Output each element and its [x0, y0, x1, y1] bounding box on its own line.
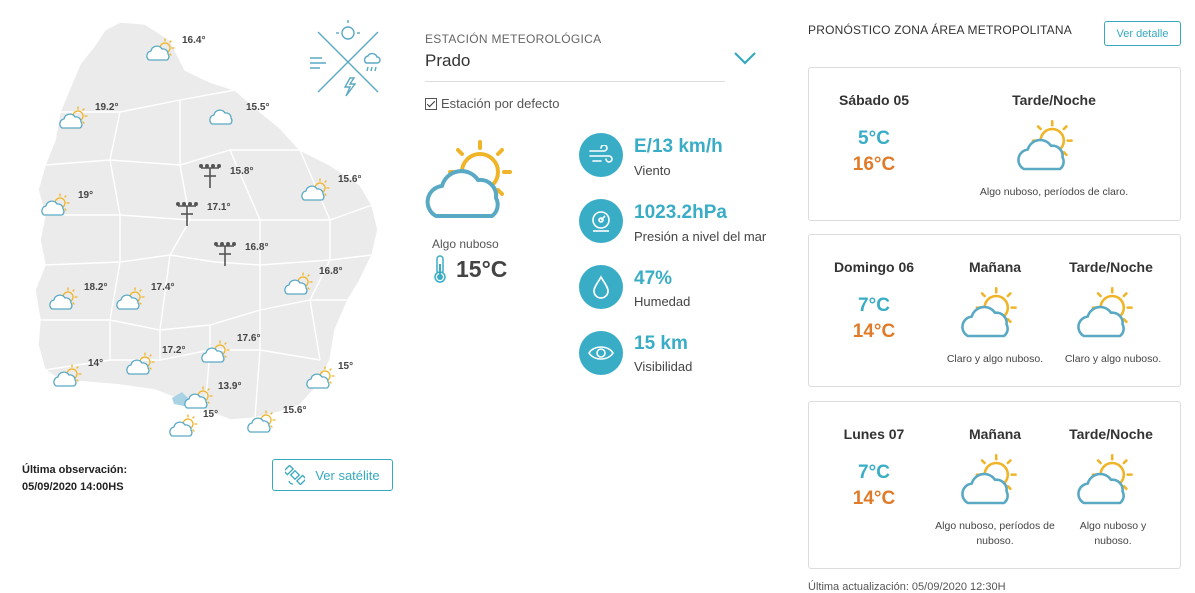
forecast-title: PRONÓSTICO ZONA ÁREA METROPOLITANA [808, 23, 1072, 37]
forecast-description: Claro y algo nuboso. [946, 353, 1044, 365]
partly-cloudy-icon [1077, 287, 1133, 338]
forecast-max-temp: 14°C [852, 488, 896, 509]
forecast-card: Lunes 07 7°C 14°C Mañana Tarde/Noche Alg… [808, 401, 1181, 569]
forecast-period: Tarde/Noche [1069, 259, 1153, 275]
map-temp-label: 18.2° [84, 282, 108, 293]
wind-icon [579, 133, 623, 177]
uruguay-map[interactable]: 16.4° 19.2° 15.5° 15.8° 15.6° 19° 17.1° … [0, 0, 400, 450]
default-station-checkbox[interactable]: Estación por defecto [425, 96, 560, 111]
forecast-day: Lunes 07 [843, 426, 905, 442]
forecast-period: Tarde/Noche [1069, 426, 1153, 442]
forecast-max-temp: 16°C [852, 154, 896, 175]
partly-cloudy-icon [1077, 454, 1133, 505]
last-observation-value: 05/09/2020 14:00HS [22, 481, 124, 493]
map-temp-label: 19° [78, 190, 94, 201]
satellite-icon [285, 465, 306, 485]
default-station-label: Estación por defecto [441, 96, 560, 111]
map-temp-label: 15.8° [230, 166, 254, 177]
last-observation: Última observación: 05/09/2020 14:00HS [22, 462, 127, 496]
map-temp-label: 15° [203, 409, 219, 420]
map-shape [34, 20, 381, 437]
forecast-day: Domingo 06 [833, 259, 915, 275]
forecast-card: Sábado 05 5°C 16°C Tarde/Noche Algo nubo… [808, 67, 1181, 221]
visibility-icon [579, 331, 623, 375]
partly-cloudy-icon [961, 287, 1017, 338]
map-temp-label: 19.2° [95, 102, 119, 113]
forecast-max-temp: 14°C [852, 321, 896, 342]
partly-cloudy-icon [1017, 120, 1073, 171]
forecast-description: Claro y algo nuboso. [1064, 353, 1162, 365]
map-temp-label: 14° [88, 358, 104, 369]
current-temperature: 15°C [456, 256, 508, 282]
visibility-value: 15 km [634, 333, 688, 354]
forecast-description: Algo nuboso, períodos de nuboso. [935, 520, 1055, 547]
humidity-icon [579, 265, 623, 309]
forecast-period: Tarde/Noche [1012, 92, 1096, 108]
station-caption: ESTACIÓN METEOROLÓGICA [425, 32, 602, 46]
forecast-period: Mañana [968, 259, 1022, 275]
humidity-label: Humedad [634, 294, 691, 309]
map-temp-label: 15.5° [246, 102, 270, 113]
thermometer-icon [434, 255, 446, 283]
forecast-min-temp: 7°C [858, 462, 890, 483]
satellite-button-label: Ver satélite [315, 467, 380, 483]
view-detail-button[interactable]: Ver detalle [1104, 21, 1181, 46]
forecast-update-note: Última actualización: 05/09/2020 12:30H [808, 581, 1006, 593]
checkbox-icon[interactable] [425, 97, 437, 110]
map-temp-label: 16.4° [182, 35, 206, 46]
map-temp-label: 17.2° [162, 345, 186, 356]
forecast-day: Sábado 05 [838, 92, 910, 108]
map-temp-label: 16.8° [319, 266, 343, 277]
partly-cloudy-icon [961, 454, 1017, 505]
map-temp-label: 17.1° [207, 202, 231, 213]
map-temp-label: 17.6° [237, 333, 261, 344]
partly-cloudy-icon [425, 140, 512, 218]
map-temp-label: 15.6° [283, 405, 307, 416]
map-temp-label: 16.8° [245, 242, 269, 253]
satellite-button[interactable]: Ver satélite [272, 459, 393, 491]
current-condition: Algo nuboso [432, 237, 499, 251]
station-underline [425, 81, 725, 82]
forecast-card: Domingo 06 7°C 14°C Mañana Tarde/Noche C… [808, 234, 1181, 387]
pressure-value: 1023.2hPa [634, 202, 727, 223]
map-temp-label: 17.4° [151, 282, 175, 293]
forecast-min-temp: 7°C [858, 295, 890, 316]
humidity-value: 47% [634, 268, 673, 289]
last-observation-title: Última observación: [22, 464, 128, 476]
forecast-period: Mañana [968, 426, 1022, 442]
station-select[interactable]: Prado [425, 51, 471, 70]
wind-label: Viento [634, 163, 671, 178]
map-temp-label: 15.6° [338, 174, 362, 185]
map-temp-label: 15° [338, 361, 354, 372]
map-temp-label: 13.9° [218, 381, 242, 392]
pressure-icon [579, 199, 623, 243]
visibility-label: Visibilidad [634, 359, 693, 374]
wind-value: E/13 km/h [634, 136, 723, 157]
forecast-min-temp: 5°C [858, 128, 890, 149]
chevron-down-icon[interactable] [732, 50, 758, 66]
pressure-label: Presión a nivel del mar [634, 229, 767, 244]
forecast-description: Algo nuboso, períodos de claro. [979, 186, 1129, 198]
forecast-description: Algo nuboso y nuboso. [1079, 520, 1147, 547]
